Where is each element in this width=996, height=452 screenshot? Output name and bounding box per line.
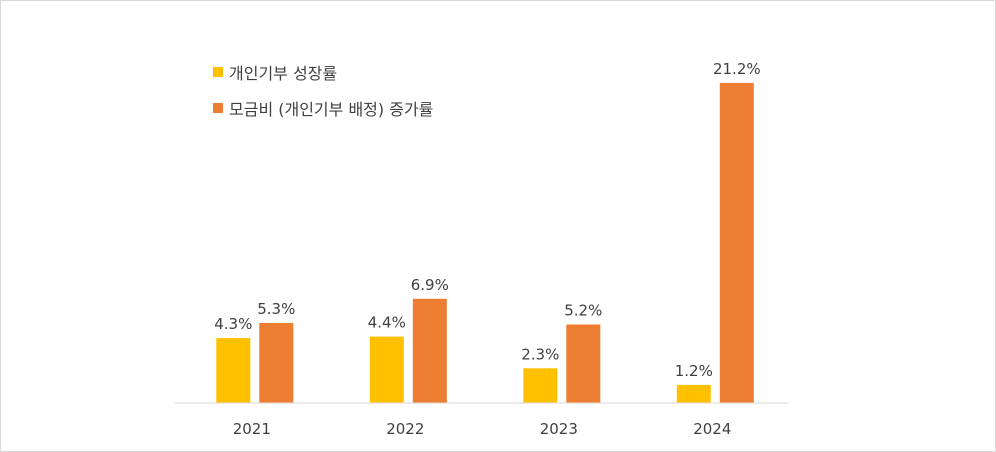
legend-label-series-2: 모금비 (개인기부 배정) 증가률	[229, 100, 434, 119]
bar-2021-series-1	[216, 338, 251, 403]
legend-item-series-1: 개인기부 성장률	[213, 62, 433, 83]
bar-2023-series-1	[523, 368, 558, 403]
legend-label-series-1: 개인기부 성장률	[229, 64, 338, 83]
data-label-2021-series-1: 4.3%	[214, 315, 252, 333]
legend: 개인기부 성장률 모금비 (개인기부 배정) 증가률	[213, 62, 433, 134]
bar-2021-series-2	[259, 323, 294, 403]
bar-2024-series-2	[719, 82, 754, 404]
data-label-2024-series-1: 1.2%	[675, 362, 713, 380]
x-tick-label-2024: 2024	[693, 420, 731, 438]
x-tick-label-2023: 2023	[540, 420, 578, 438]
data-labels-layer: 4.3% 5.3% 4.4% 6.9% 2.3% 5.2% 1.2% 21.2%	[214, 60, 760, 380]
x-tick-label-2021: 2021	[233, 420, 271, 438]
legend-item-series-2: 모금비 (개인기부 배정) 증가률	[213, 98, 434, 119]
bars-layer	[216, 82, 754, 404]
x-tick-labels-layer: 2021 2022 2023 2024	[233, 420, 732, 438]
x-tick-label-2022: 2022	[386, 420, 424, 438]
data-label-2022-series-1: 4.4%	[368, 314, 406, 332]
data-label-2021-series-2: 5.3%	[257, 300, 295, 318]
data-label-2024-series-2: 21.2%	[713, 60, 761, 78]
data-label-2023-series-1: 2.3%	[521, 345, 559, 363]
bar-2022-series-2	[412, 298, 447, 403]
data-label-2023-series-2: 5.2%	[564, 302, 602, 320]
legend-swatch-series-1	[213, 67, 223, 77]
bar-2024-series-1	[676, 384, 711, 403]
bar-2022-series-1	[369, 336, 404, 403]
data-label-2022-series-2: 6.9%	[411, 276, 449, 294]
legend-swatch-series-2	[213, 103, 223, 113]
bar-2023-series-2	[566, 324, 601, 403]
